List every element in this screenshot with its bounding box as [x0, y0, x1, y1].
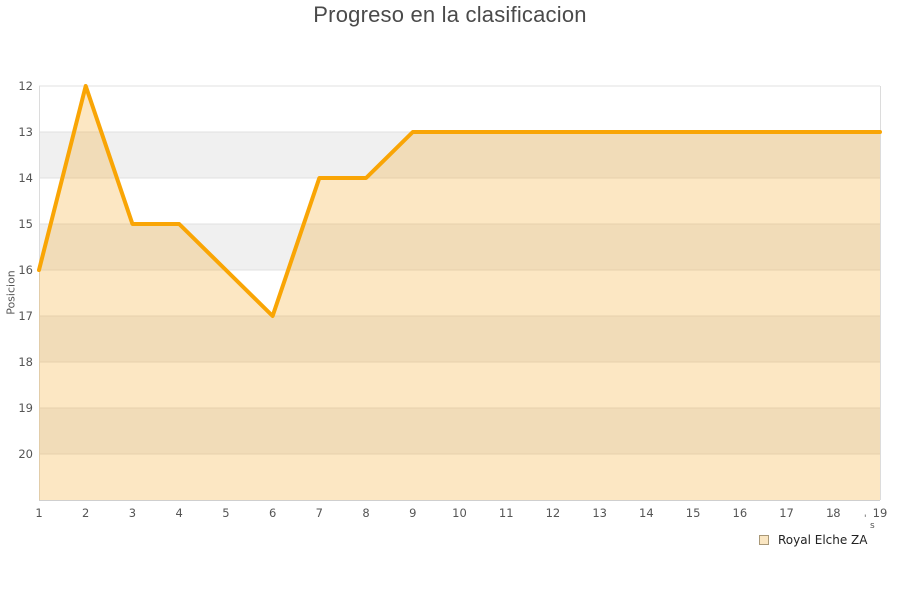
y-tick-label: 14: [18, 171, 33, 185]
stray-mark: ': [831, 514, 834, 524]
x-tick-label: 6: [268, 506, 277, 520]
y-tick-label: 13: [18, 125, 33, 139]
y-tick-label: 16: [18, 263, 33, 277]
y-tick-label: 17: [18, 309, 33, 323]
plot-band: [39, 224, 880, 270]
x-tick-label: 14: [639, 506, 654, 520]
x-tick-label: 1: [35, 506, 43, 520]
legend-label: Royal Elche ZA: [778, 533, 868, 547]
y-tick-label: 12: [18, 79, 33, 93]
plot-band: [39, 132, 880, 178]
stray-mark: s: [870, 521, 875, 531]
x-tick-label: 19: [872, 506, 888, 520]
plot-band: [39, 408, 880, 454]
chart-title: Progreso en la clasificacion: [313, 2, 587, 27]
stray-mark: ': [864, 514, 867, 524]
x-tick-label: 7: [315, 506, 323, 520]
x-tick-label: 11: [498, 506, 514, 520]
plot-band: [39, 316, 880, 362]
x-tick-label: 13: [592, 506, 607, 520]
x-tick-label: 15: [685, 506, 701, 520]
x-tick-label: 17: [779, 506, 794, 520]
x-tick-label: 16: [732, 506, 748, 520]
x-tick-label: 8: [362, 506, 370, 520]
series-area: [39, 86, 880, 500]
x-tick-label: 4: [175, 506, 183, 520]
x-tick-label: 3: [128, 506, 137, 520]
x-tick-label: 5: [222, 506, 230, 520]
x-tick-label: 9: [409, 506, 417, 520]
series-line: [37, 84, 882, 318]
y-tick-label: 15: [18, 217, 33, 231]
legend-swatch: [759, 535, 769, 545]
legend[interactable]: Royal Elche ZA: [759, 533, 868, 547]
x-tick-label: 2: [82, 506, 90, 520]
x-tick-label: 18: [825, 506, 841, 520]
y-tick-label: 19: [18, 401, 33, 415]
x-tick-label: 10: [452, 506, 467, 520]
x-tick-label: 12: [545, 506, 561, 520]
y-tick-label: 20: [18, 447, 33, 461]
y-tick-label: 18: [18, 355, 33, 369]
